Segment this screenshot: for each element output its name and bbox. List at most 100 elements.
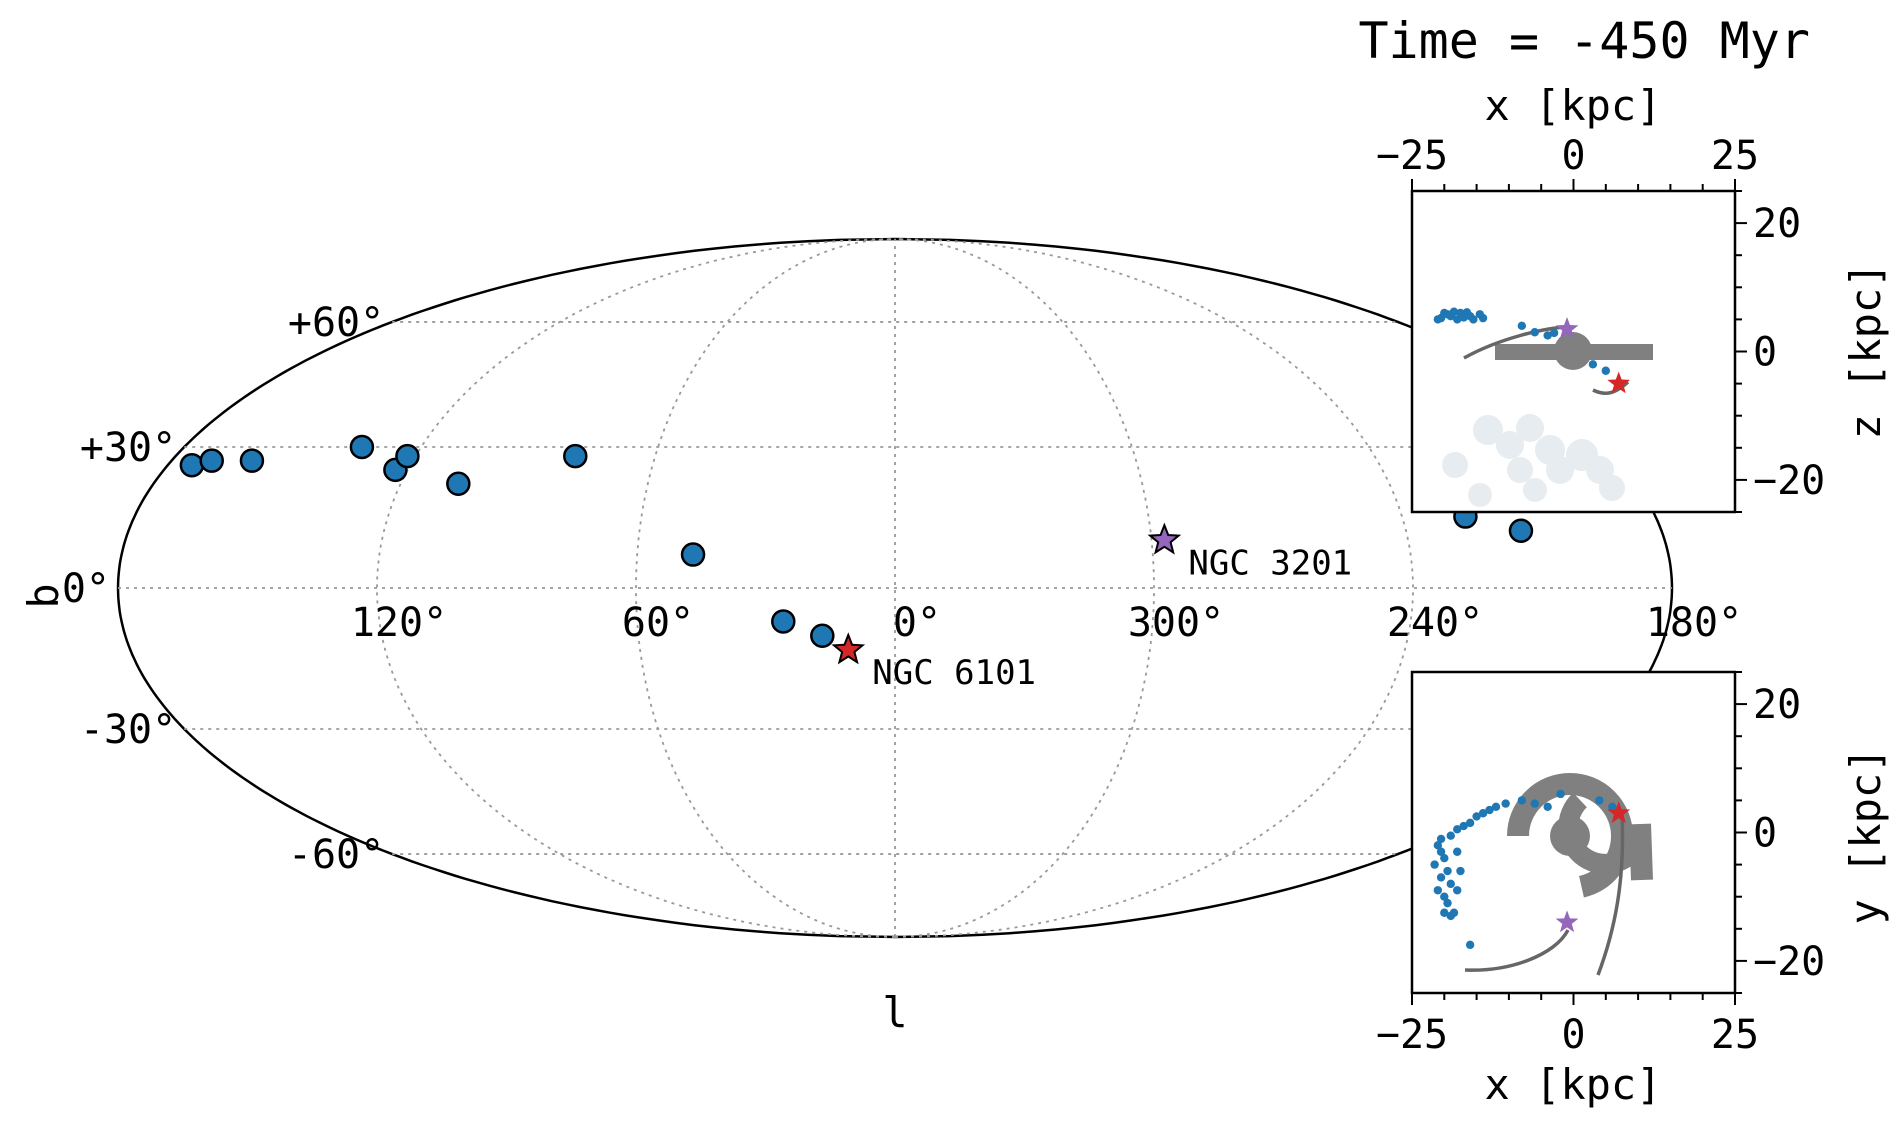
inset-point xyxy=(1491,802,1501,812)
inset-xtick-label: 25 xyxy=(1711,133,1759,179)
sky-point xyxy=(446,471,471,496)
inset-xtick-label: 0 xyxy=(1561,133,1585,179)
inset-ytick-label: −20 xyxy=(1753,939,1825,985)
inset-point xyxy=(1549,328,1559,338)
inset-point xyxy=(1608,802,1617,812)
sky-point xyxy=(239,448,265,473)
inset-point xyxy=(1485,805,1494,815)
inset-point xyxy=(1443,898,1452,908)
xy-xlabel: x [kpc] xyxy=(1484,1060,1661,1109)
inset-point xyxy=(1543,802,1552,812)
sky-xtick-label: 240° xyxy=(1387,600,1483,646)
sky-point xyxy=(179,453,205,478)
xy-ticks: −25 0 25 20 0 −20 xyxy=(1376,671,1825,1058)
inset-point xyxy=(1440,908,1449,917)
sky-gridline-lon xyxy=(894,238,1414,938)
inset-point xyxy=(1478,809,1488,818)
sky-point xyxy=(349,434,375,460)
inset-star xyxy=(1555,317,1579,339)
sky-gridline-lon xyxy=(635,238,896,938)
inset-point xyxy=(1459,821,1468,831)
inset-star xyxy=(1607,801,1631,823)
inset-point xyxy=(1456,866,1465,876)
inset-point xyxy=(1436,834,1446,844)
inset-point xyxy=(1478,313,1488,323)
inset-point xyxy=(1449,307,1459,316)
inset-ytick-label: 0 xyxy=(1753,811,1777,857)
sky-map: 120° 60° 0° 300° 240° 180°+60°+30°0°-30°-60° … xyxy=(19,237,1742,1037)
inset-xz-overlap-veil xyxy=(1412,395,1735,512)
inset-point xyxy=(1440,853,1449,863)
inset-point xyxy=(1530,328,1539,337)
inset-xtick-label: 0 xyxy=(1561,1012,1585,1058)
inset-point xyxy=(1517,321,1527,331)
inset-point xyxy=(1465,818,1475,828)
inset-point xyxy=(1543,331,1552,340)
inset-xtick-label: −25 xyxy=(1376,1012,1448,1058)
sky-xtick-label: 60° xyxy=(622,600,694,646)
sky-xtick-label: 0° xyxy=(893,600,941,646)
figure-title: Time = -450 Myr xyxy=(1358,12,1810,70)
sky-point xyxy=(395,443,420,469)
inset-point xyxy=(1453,886,1462,895)
sky-ytick-label: +60° xyxy=(288,300,384,346)
inset-point xyxy=(1446,911,1455,921)
sky-point xyxy=(680,542,706,567)
inset-xz-panel: −25 0 25 20 0 −20 x [kpc] z [kpc] xyxy=(1376,81,1890,514)
xy-points xyxy=(1430,789,1631,950)
inset-ytick-label: 0 xyxy=(1753,330,1777,376)
inset-point xyxy=(1443,310,1452,319)
sky-xtick-label: 300° xyxy=(1128,600,1224,646)
sky-points: NGC 6101 NGC 3201 xyxy=(179,434,1534,693)
inset-point xyxy=(1517,796,1527,805)
sky-point xyxy=(563,443,588,469)
inset-xtick-label: −25 xyxy=(1376,133,1448,179)
inset-point xyxy=(1433,886,1443,895)
inset-point xyxy=(1530,799,1539,808)
inset-ytick-label: −20 xyxy=(1753,458,1825,504)
xz-ylabel: z [kpc] xyxy=(1841,262,1890,439)
inset-point xyxy=(1501,799,1510,808)
inset-xy-panel: −25 0 25 20 0 −20 x [kpc] y [kpc] xyxy=(1376,670,1890,1109)
inset-point xyxy=(1588,360,1598,369)
sky-point xyxy=(771,609,796,634)
sky-point xyxy=(199,448,224,473)
sky-ytick-label: +30° xyxy=(80,425,176,471)
sky-star xyxy=(1147,522,1182,555)
inset-point xyxy=(1453,315,1462,324)
sky-star xyxy=(831,632,866,665)
inset-point xyxy=(1446,831,1455,840)
inset-point xyxy=(1443,866,1452,876)
sky-ylabel: b xyxy=(19,583,68,608)
inset-point xyxy=(1556,789,1565,799)
inset-point xyxy=(1433,841,1443,850)
xy-ylabel: y [kpc] xyxy=(1841,747,1890,924)
inset-point xyxy=(1465,940,1475,950)
inset-point xyxy=(1453,847,1462,856)
inset-point xyxy=(1446,879,1455,889)
inset-point xyxy=(1472,812,1481,821)
inset-point xyxy=(1595,796,1604,805)
inset-point xyxy=(1436,847,1446,856)
sky-point xyxy=(810,623,835,648)
sky-gridline-lon xyxy=(376,238,896,938)
inset-point xyxy=(1436,313,1446,323)
sky-xlabel: l xyxy=(882,988,907,1037)
inset-point xyxy=(1436,873,1446,882)
inset-xtick-label: 25 xyxy=(1711,1012,1759,1058)
inset-ytick-label: 20 xyxy=(1753,201,1801,247)
sky-star-label: NGC 6101 xyxy=(872,653,1036,693)
inset-star xyxy=(1607,371,1631,394)
inset-point xyxy=(1430,860,1439,869)
sky-grid xyxy=(118,238,1672,938)
sky-xtick-label: 180° xyxy=(1646,600,1742,646)
inset-ytick-label: 20 xyxy=(1753,682,1801,728)
inset-point xyxy=(1440,892,1449,901)
sky-xtick-label: 120° xyxy=(351,600,447,646)
sky-point xyxy=(1508,518,1534,544)
inset-point xyxy=(1469,315,1478,324)
inset-point xyxy=(1601,366,1611,375)
sky-ytick-label: -60° xyxy=(288,832,384,878)
inset-point xyxy=(1453,825,1462,834)
